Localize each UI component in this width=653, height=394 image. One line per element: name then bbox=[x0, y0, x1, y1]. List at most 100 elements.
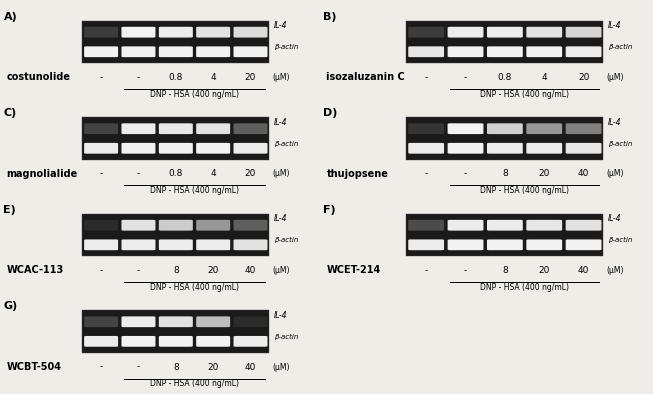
Text: β-actin: β-actin bbox=[608, 140, 633, 147]
Text: β-actin: β-actin bbox=[608, 237, 633, 243]
FancyBboxPatch shape bbox=[526, 123, 562, 134]
Text: 4: 4 bbox=[541, 73, 547, 82]
FancyBboxPatch shape bbox=[565, 143, 601, 154]
FancyBboxPatch shape bbox=[84, 336, 118, 347]
FancyBboxPatch shape bbox=[565, 220, 601, 230]
Text: 4: 4 bbox=[210, 73, 216, 82]
FancyBboxPatch shape bbox=[408, 220, 444, 230]
FancyBboxPatch shape bbox=[196, 46, 230, 57]
FancyBboxPatch shape bbox=[84, 27, 118, 37]
Text: -: - bbox=[99, 266, 103, 275]
Text: (μM): (μM) bbox=[272, 73, 290, 82]
Text: IL-4: IL-4 bbox=[608, 21, 622, 30]
FancyBboxPatch shape bbox=[447, 123, 483, 134]
FancyBboxPatch shape bbox=[159, 27, 193, 37]
Text: -: - bbox=[99, 362, 103, 372]
Text: E): E) bbox=[3, 205, 16, 215]
FancyBboxPatch shape bbox=[121, 316, 155, 327]
Bar bbox=[406, 117, 603, 160]
FancyBboxPatch shape bbox=[487, 220, 523, 230]
FancyBboxPatch shape bbox=[565, 46, 601, 57]
FancyBboxPatch shape bbox=[159, 123, 193, 134]
Text: 0.8: 0.8 bbox=[168, 73, 183, 82]
FancyBboxPatch shape bbox=[408, 46, 444, 57]
FancyBboxPatch shape bbox=[565, 27, 601, 37]
Text: DNP - HSA (400 ng/mL): DNP - HSA (400 ng/mL) bbox=[150, 379, 239, 388]
FancyBboxPatch shape bbox=[121, 220, 155, 230]
FancyBboxPatch shape bbox=[196, 143, 230, 154]
FancyBboxPatch shape bbox=[159, 143, 193, 154]
Text: DNP - HSA (400 ng/mL): DNP - HSA (400 ng/mL) bbox=[480, 186, 569, 195]
FancyBboxPatch shape bbox=[84, 143, 118, 154]
Text: (μM): (μM) bbox=[607, 169, 624, 178]
Text: isozaluzanin C: isozaluzanin C bbox=[326, 72, 406, 82]
Text: 20: 20 bbox=[578, 73, 589, 82]
FancyBboxPatch shape bbox=[234, 123, 268, 134]
Bar bbox=[82, 117, 269, 160]
FancyBboxPatch shape bbox=[121, 143, 155, 154]
FancyBboxPatch shape bbox=[526, 240, 562, 250]
Text: -: - bbox=[424, 266, 428, 275]
Text: (μM): (μM) bbox=[607, 73, 624, 82]
Text: IL-4: IL-4 bbox=[608, 214, 622, 223]
Text: 8: 8 bbox=[173, 266, 179, 275]
FancyBboxPatch shape bbox=[121, 46, 155, 57]
FancyBboxPatch shape bbox=[526, 143, 562, 154]
FancyBboxPatch shape bbox=[234, 27, 268, 37]
FancyBboxPatch shape bbox=[487, 46, 523, 57]
FancyBboxPatch shape bbox=[408, 27, 444, 37]
Text: -: - bbox=[464, 73, 467, 82]
FancyBboxPatch shape bbox=[196, 316, 230, 327]
Text: 20: 20 bbox=[539, 169, 550, 178]
FancyBboxPatch shape bbox=[234, 143, 268, 154]
Text: WCBT-504: WCBT-504 bbox=[7, 362, 61, 372]
Text: -: - bbox=[137, 169, 140, 178]
Text: 4: 4 bbox=[210, 169, 216, 178]
FancyBboxPatch shape bbox=[196, 240, 230, 250]
FancyBboxPatch shape bbox=[408, 143, 444, 154]
FancyBboxPatch shape bbox=[487, 123, 523, 134]
FancyBboxPatch shape bbox=[447, 46, 483, 57]
Text: 20: 20 bbox=[539, 266, 550, 275]
Text: WCAC-113: WCAC-113 bbox=[7, 266, 64, 275]
Text: 8: 8 bbox=[502, 266, 508, 275]
FancyBboxPatch shape bbox=[234, 316, 268, 327]
Bar bbox=[82, 214, 269, 256]
Text: 20: 20 bbox=[208, 362, 219, 372]
Text: A): A) bbox=[3, 12, 17, 22]
FancyBboxPatch shape bbox=[121, 240, 155, 250]
FancyBboxPatch shape bbox=[234, 46, 268, 57]
Bar bbox=[82, 21, 269, 63]
Text: IL-4: IL-4 bbox=[274, 118, 287, 127]
FancyBboxPatch shape bbox=[196, 336, 230, 347]
FancyBboxPatch shape bbox=[408, 240, 444, 250]
FancyBboxPatch shape bbox=[159, 220, 193, 230]
FancyBboxPatch shape bbox=[84, 316, 118, 327]
Text: (μM): (μM) bbox=[272, 362, 290, 372]
FancyBboxPatch shape bbox=[159, 316, 193, 327]
Text: 20: 20 bbox=[245, 73, 256, 82]
Text: -: - bbox=[424, 73, 428, 82]
Text: -: - bbox=[137, 73, 140, 82]
FancyBboxPatch shape bbox=[159, 46, 193, 57]
Text: 40: 40 bbox=[245, 362, 256, 372]
FancyBboxPatch shape bbox=[121, 123, 155, 134]
Text: IL-4: IL-4 bbox=[608, 118, 622, 127]
Text: -: - bbox=[99, 73, 103, 82]
Text: IL-4: IL-4 bbox=[274, 214, 287, 223]
Text: 0.8: 0.8 bbox=[168, 169, 183, 178]
FancyBboxPatch shape bbox=[447, 27, 483, 37]
FancyBboxPatch shape bbox=[526, 27, 562, 37]
Text: WCET-214: WCET-214 bbox=[326, 266, 381, 275]
Text: costunolide: costunolide bbox=[7, 72, 71, 82]
FancyBboxPatch shape bbox=[121, 336, 155, 347]
Text: β-actin: β-actin bbox=[274, 140, 298, 147]
FancyBboxPatch shape bbox=[487, 143, 523, 154]
FancyBboxPatch shape bbox=[447, 240, 483, 250]
Text: (μM): (μM) bbox=[272, 169, 290, 178]
Text: 40: 40 bbox=[245, 266, 256, 275]
FancyBboxPatch shape bbox=[447, 143, 483, 154]
Text: -: - bbox=[424, 169, 428, 178]
Text: DNP - HSA (400 ng/mL): DNP - HSA (400 ng/mL) bbox=[480, 90, 569, 99]
Text: D): D) bbox=[323, 108, 338, 118]
